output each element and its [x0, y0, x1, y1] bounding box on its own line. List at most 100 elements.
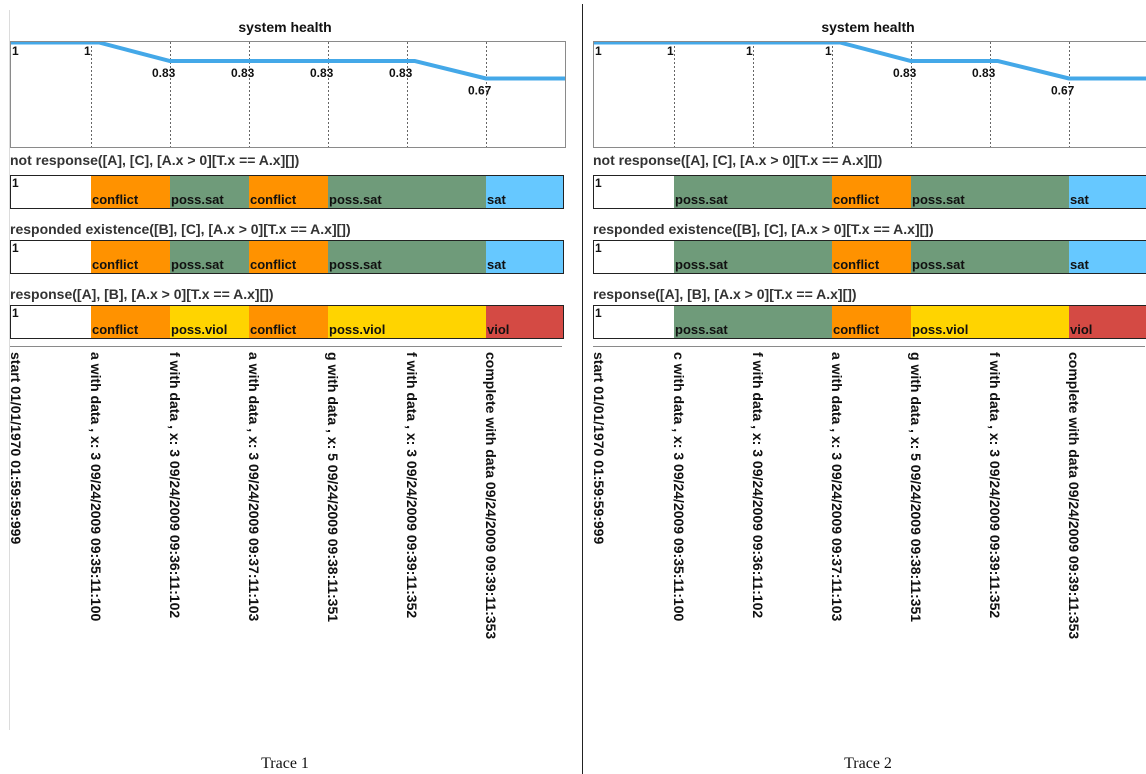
- constraint-start-value: 1: [12, 176, 19, 190]
- constraint-state-segment: [753, 306, 832, 338]
- constraint-title: not response([A], [C], [A.x > 0][T.x == …: [593, 152, 883, 168]
- constraint-state-label: conflict: [250, 322, 297, 337]
- constraint-state-segment: [753, 176, 832, 208]
- constraint-state-label: poss.sat: [675, 257, 728, 272]
- panel-divider: [582, 4, 583, 774]
- left-border-line: [9, 10, 10, 730]
- constraint-start-value: 1: [12, 241, 19, 255]
- constraint-start-value: 1: [12, 306, 19, 320]
- constraint-state-segment: [407, 241, 486, 273]
- constraint-state-segment: poss.sat: [674, 241, 753, 273]
- constraint-state-segment: [990, 176, 1069, 208]
- constraint-state-segment: viol: [486, 306, 563, 338]
- constraint-state-label: conflict: [250, 257, 297, 272]
- event-label: g with data , x: 5 09/24/2009 09:38:11:3…: [908, 352, 924, 623]
- constraint-state-segment: poss.sat: [328, 241, 407, 273]
- constraint-state-label: conflict: [92, 257, 139, 272]
- constraint-state-segment: conflict: [91, 306, 170, 338]
- constraint-start-value: 1: [595, 176, 602, 190]
- constraint-state-label: poss.sat: [329, 257, 382, 272]
- constraint-state-segment: [407, 176, 486, 208]
- constraint-state-bar: conflict poss.viol conflict poss.viol viol 1: [10, 305, 564, 339]
- health-value-label: 0.83: [310, 66, 334, 80]
- constraint-state-segment: poss.viol: [170, 306, 249, 338]
- constraint-state-label: poss.sat: [675, 322, 728, 337]
- event-label: f with data , x: 3 09/24/2009 09:39:11:3…: [987, 352, 1003, 619]
- event-label: complete with data 09/24/2009 09:39:11:3…: [483, 352, 499, 640]
- constraint-state-label: poss.viol: [912, 322, 969, 337]
- constraint-state-label: conflict: [92, 192, 139, 207]
- system-health-title: system health: [238, 19, 332, 35]
- constraint-state-segment: poss.sat: [674, 306, 753, 338]
- constraint-state-label: conflict: [92, 322, 139, 337]
- trace-caption: Trace 1: [261, 755, 309, 772]
- constraint-state-segment: sat: [486, 176, 563, 208]
- system-health-title: system health: [821, 19, 915, 35]
- health-value-label: 1: [84, 44, 91, 58]
- system-health-chart: 1 1 0.83 0.83 0.83 0.83 0.67: [10, 41, 566, 148]
- constraint-state-segment: [990, 241, 1069, 273]
- event-label: a with data , x: 3 09/24/2009 09:37:11:1…: [829, 352, 845, 622]
- constraint-state-bar: poss.sat conflict poss.sat sat 1: [593, 175, 1146, 209]
- constraint-state-label: poss.sat: [171, 257, 224, 272]
- event-label: a with data , x: 3 09/24/2009 09:35:11:1…: [88, 352, 104, 622]
- constraint-title: response([A], [B], [A.x > 0][T.x == A.x]…: [593, 286, 857, 302]
- health-value-label: 0.83: [389, 66, 413, 80]
- trace-panel-1: system health 1 1 0.83 0.83 0.83 0.83 0.67 not r…: [0, 0, 570, 774]
- constraint-state-segment: [11, 306, 91, 338]
- constraint-state-label: conflict: [833, 257, 880, 272]
- constraint-state-segment: sat: [1069, 241, 1146, 273]
- constraint-state-bar: conflict poss.sat conflict poss.sat sat 1: [10, 240, 564, 274]
- constraint-start-value: 1: [595, 306, 602, 320]
- event-label: g with data , x: 5 09/24/2009 09:38:11:3…: [325, 352, 341, 623]
- health-value-label: 0.83: [972, 66, 996, 80]
- constraint-state-label: poss.viol: [329, 322, 386, 337]
- constraint-state-label: poss.sat: [329, 192, 382, 207]
- constraint-start-value: 1: [595, 241, 602, 255]
- health-value-label: 1: [12, 44, 19, 58]
- constraint-state-label: poss.sat: [171, 192, 224, 207]
- constraint-state-segment: conflict: [249, 241, 328, 273]
- constraint-state-segment: conflict: [832, 306, 911, 338]
- constraint-state-segment: viol: [1069, 306, 1146, 338]
- constraint-state-segment: poss.sat: [328, 176, 407, 208]
- health-value-label: 0.83: [231, 66, 255, 80]
- trace-caption: Trace 2: [844, 755, 892, 772]
- constraint-state-segment: [753, 241, 832, 273]
- constraint-state-segment: conflict: [832, 241, 911, 273]
- system-health-svg: 1 1 0.83 0.83 0.83 0.83 0.67: [11, 42, 565, 147]
- event-label: a with data , x: 3 09/24/2009 09:37:11:1…: [246, 352, 262, 622]
- constraint-state-segment: poss.sat: [170, 241, 249, 273]
- health-value-label: 1: [746, 44, 753, 58]
- event-axis-line: [10, 346, 562, 347]
- system-health-svg: 1 1 1 1 0.83 0.83 0.67: [594, 42, 1146, 147]
- constraint-state-label: sat: [487, 192, 506, 207]
- constraint-state-segment: poss.sat: [170, 176, 249, 208]
- constraint-state-segment: poss.sat: [911, 241, 990, 273]
- event-axis-line: [593, 346, 1145, 347]
- constraint-state-segment: sat: [486, 241, 563, 273]
- health-value-label: 1: [825, 44, 832, 58]
- health-value-label: 0.83: [893, 66, 917, 80]
- event-label: start 01/01/1970 01:59:59:999: [8, 352, 24, 545]
- constraint-state-label: poss.sat: [912, 192, 965, 207]
- constraint-state-label: conflict: [833, 192, 880, 207]
- health-value-label: 1: [667, 44, 674, 58]
- constraint-state-label: conflict: [833, 322, 880, 337]
- constraint-state-segment: sat: [1069, 176, 1146, 208]
- constraint-state-segment: [11, 241, 91, 273]
- constraint-state-label: conflict: [250, 192, 297, 207]
- event-label: f with data , x: 3 09/24/2009 09:36:11:1…: [750, 352, 766, 619]
- constraint-state-bar: poss.sat conflict poss.sat sat 1: [593, 240, 1146, 274]
- constraint-state-label: poss.viol: [171, 322, 228, 337]
- health-value-label: 1: [595, 44, 602, 58]
- constraint-state-segment: conflict: [91, 241, 170, 273]
- constraint-state-bar: poss.sat conflict poss.viol viol 1: [593, 305, 1146, 339]
- constraint-state-label: sat: [1070, 192, 1089, 207]
- event-label: complete with data 09/24/2009 09:39:11:3…: [1066, 352, 1082, 640]
- event-label: f with data , x: 3 09/24/2009 09:39:11:3…: [404, 352, 420, 619]
- health-value-label: 0.67: [468, 84, 492, 98]
- constraint-state-segment: conflict: [249, 176, 328, 208]
- constraint-state-segment: [594, 241, 674, 273]
- constraint-title: not response([A], [C], [A.x > 0][T.x == …: [10, 152, 300, 168]
